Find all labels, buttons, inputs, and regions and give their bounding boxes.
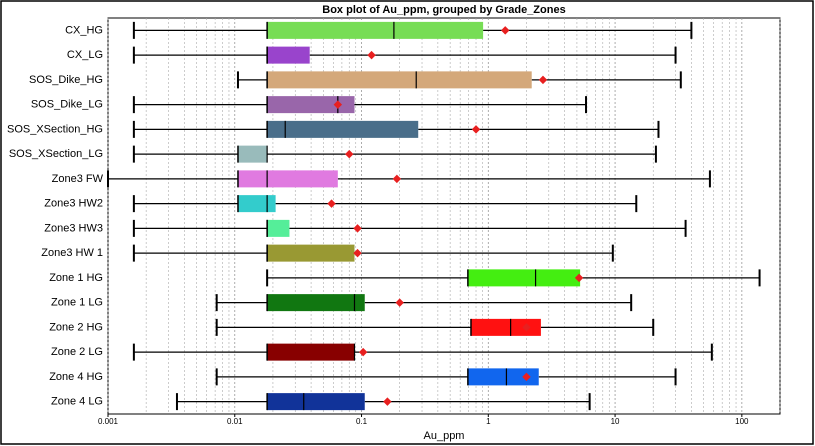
y-tick-label: Zone3 HW3	[44, 222, 103, 234]
y-tick-label: Zone3 HW2	[44, 198, 103, 210]
x-tick-label: 100	[735, 417, 749, 426]
mean-marker	[358, 347, 368, 357]
mean-marker	[392, 174, 402, 184]
chart-title: Box plot of Au_ppm, grouped by Grade_Zon…	[322, 4, 565, 16]
mean-marker	[345, 149, 354, 159]
y-tick-label: Zone 1 LG	[51, 297, 103, 309]
x-tick-label: 0.001	[98, 417, 119, 426]
y-tick-label: SOS_Dike_LG	[31, 99, 103, 111]
y-tick-label: CX_HG	[65, 24, 103, 36]
x-tick-label: 0.01	[227, 417, 243, 426]
box	[237, 145, 268, 163]
box	[237, 170, 338, 188]
mean-marker	[383, 397, 392, 406]
y-tick-label: Zone 1 HG	[49, 272, 103, 284]
x-tick-label: 1	[486, 417, 491, 426]
box	[267, 21, 484, 39]
y-tick-label: Zone 2 HG	[49, 321, 103, 333]
box	[267, 343, 355, 361]
mean-marker	[327, 199, 336, 208]
mean-marker	[574, 273, 584, 283]
box	[267, 96, 355, 114]
mean-marker	[395, 298, 404, 307]
mean-marker	[353, 224, 362, 233]
box	[467, 368, 539, 386]
mean-marker	[538, 75, 548, 85]
box	[267, 120, 419, 138]
mean-marker	[522, 372, 531, 382]
x-tick-label: 0.1	[356, 417, 368, 426]
mean-marker	[367, 50, 376, 60]
box	[267, 294, 365, 312]
box	[267, 244, 355, 262]
y-tick-label: CX_LG	[67, 49, 103, 61]
box	[267, 219, 290, 237]
mean-marker	[522, 323, 531, 332]
y-tick-label: Zone 4 LG	[51, 396, 103, 408]
x-tick-label: 10	[611, 417, 620, 426]
box	[467, 269, 581, 287]
y-tick-label: SOS_XSection_HG	[7, 123, 103, 135]
y-tick-label: Zone 2 LG	[51, 346, 103, 358]
mean-marker	[471, 125, 481, 134]
y-tick-label: SOS_Dike_HG	[29, 74, 103, 86]
box	[237, 195, 276, 213]
box	[267, 46, 310, 64]
mean-marker	[333, 100, 343, 109]
box	[267, 71, 532, 89]
box	[267, 393, 365, 411]
y-tick-label: Zone3 FW	[52, 173, 104, 185]
y-tick-label: Zone 4 HG	[49, 371, 103, 383]
y-tick-label: SOS_XSection_LG	[9, 148, 103, 160]
box	[470, 318, 541, 336]
mean-marker	[501, 26, 510, 35]
mean-marker	[353, 248, 362, 258]
y-tick-label: Zone3 HW 1	[41, 247, 103, 259]
x-axis-label: Au_ppm	[424, 430, 465, 442]
